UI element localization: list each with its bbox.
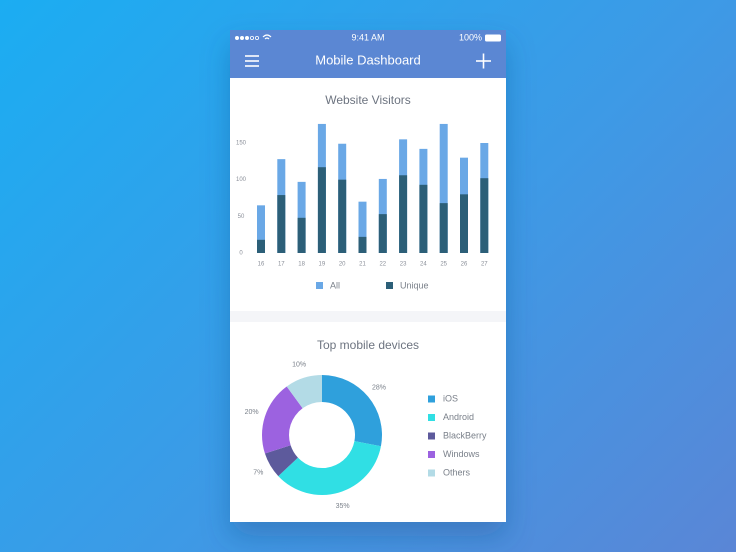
y-tick-label: 0 (239, 251, 243, 257)
x-tick-label: 27 (481, 262, 488, 268)
chart-title: Top mobile devices (317, 338, 419, 352)
app-bar (230, 30, 506, 78)
y-tick-label: 50 (238, 214, 245, 220)
menu-button[interactable] (245, 55, 259, 67)
app-title: Mobile Dashboard (315, 52, 421, 67)
bar (257, 239, 265, 253)
battery-text: 100% (459, 32, 482, 42)
value-label: 7% (253, 470, 263, 477)
bar (277, 195, 286, 253)
legend-label: BlackBerry (443, 430, 487, 440)
pie-slice (264, 445, 298, 477)
legend-label: Windows (443, 449, 480, 459)
legend-label: Unique (400, 280, 429, 290)
bar (439, 203, 448, 253)
pie-slice (286, 375, 322, 409)
legend-swatch (428, 451, 435, 458)
legend-label: Android (443, 412, 474, 422)
bar (399, 175, 408, 253)
legend-swatch (428, 469, 435, 477)
chart-title: Website Visitors (325, 93, 411, 107)
legend-swatch (428, 414, 435, 421)
pie-slice (278, 441, 381, 495)
x-tick-label: 23 (400, 262, 407, 268)
x-tick-label: 17 (278, 262, 285, 268)
legend-swatch (386, 282, 393, 289)
add-button[interactable] (476, 53, 491, 69)
bar (378, 214, 387, 253)
x-tick-label: 16 (258, 262, 265, 268)
status-time: 9:41 AM (351, 32, 384, 42)
pie-slice (262, 386, 303, 454)
bar (358, 236, 367, 253)
battery-icon (485, 34, 501, 42)
x-tick-label: 21 (359, 262, 366, 268)
bar (439, 123, 448, 253)
legend-swatch (428, 432, 435, 440)
x-tick-label: 22 (379, 262, 386, 268)
x-tick-label: 26 (461, 262, 468, 268)
bar (257, 205, 265, 253)
y-tick-label: 150 (236, 141, 247, 147)
x-tick-label: 20 (339, 262, 346, 268)
signal (235, 36, 259, 41)
bar (297, 181, 306, 253)
bar (317, 167, 326, 253)
value-label: 28% (372, 385, 386, 392)
value-label: 10% (292, 361, 306, 368)
x-tick-label: 18 (298, 262, 305, 268)
pie-slice (322, 375, 382, 447)
value-label: 20% (245, 409, 259, 416)
legend-swatch (428, 395, 435, 403)
bar (460, 194, 468, 253)
bar (480, 178, 489, 253)
bar (419, 184, 428, 253)
legend-label: All (330, 280, 340, 290)
value-label: 35% (336, 503, 350, 510)
x-tick-label: 24 (420, 262, 427, 268)
bar (297, 217, 306, 253)
x-tick-label: 25 (440, 262, 447, 268)
legend-swatch (316, 282, 323, 289)
y-tick-label: 100 (236, 177, 247, 183)
legend-label: iOS (443, 393, 458, 403)
bar (358, 201, 367, 253)
x-tick-label: 19 (319, 262, 326, 268)
bar (338, 179, 347, 253)
wifi-icon (262, 34, 272, 40)
legend-label: Others (443, 467, 471, 477)
